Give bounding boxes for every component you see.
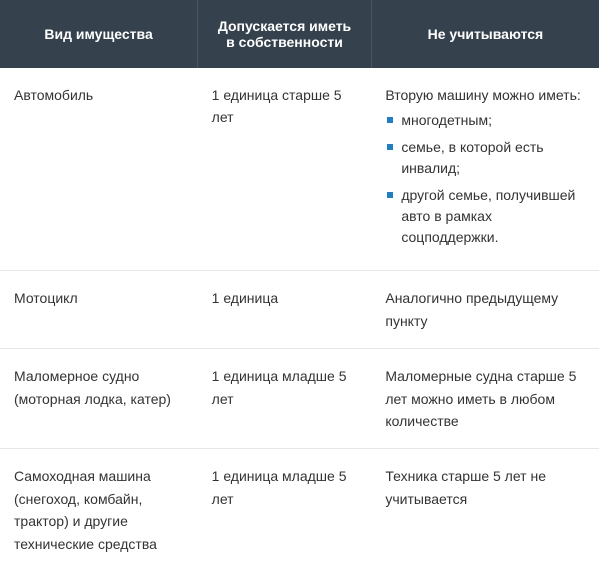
list-item: семье, в которой есть инвалид; — [385, 137, 585, 179]
table-row: Самоходная машина (снегоход, комбайн, тр… — [0, 449, 599, 571]
list-item: многодетным; — [385, 110, 585, 131]
cell-excluded: Вторую машину можно иметь: многодетным; … — [371, 68, 599, 271]
table-row: Мотоцикл 1 единица Аналогично предыдущем… — [0, 271, 599, 349]
col-header-allowed: Допускается иметь в собственности — [198, 0, 372, 68]
table-header-row: Вид имущества Допускается иметь в собств… — [0, 0, 599, 68]
cell-type: Мотоцикл — [0, 271, 198, 349]
cell-type: Автомобиль — [0, 68, 198, 271]
cell-type: Маломерное судно (моторная лодка, катер) — [0, 349, 198, 449]
cell-allowed: 1 единица младше 5 лет — [198, 449, 372, 571]
table-row: Автомобиль 1 единица старше 5 лет Вторую… — [0, 68, 599, 271]
table-row: Маломерное судно (моторная лодка, катер)… — [0, 349, 599, 449]
cell-excluded: Маломерные судна старше 5 лет можно имет… — [371, 349, 599, 449]
cell-type: Самоходная машина (снегоход, комбайн, тр… — [0, 449, 198, 571]
col-header-type: Вид имущества — [0, 0, 198, 68]
cell-excluded: Аналогично предыдущему пункту — [371, 271, 599, 349]
col-header-excluded: Не учитываются — [371, 0, 599, 68]
list-item: другой семье, получившей авто в рамках с… — [385, 185, 585, 248]
excluded-intro: Вторую машину можно иметь: — [385, 84, 585, 106]
cell-excluded: Техника старше 5 лет не учитывается — [371, 449, 599, 571]
property-table: Вид имущества Допускается иметь в собств… — [0, 0, 599, 571]
cell-allowed: 1 единица младше 5 лет — [198, 349, 372, 449]
excluded-list: многодетным; семье, в которой есть инвал… — [385, 110, 585, 248]
cell-allowed: 1 единица — [198, 271, 372, 349]
cell-allowed: 1 единица старше 5 лет — [198, 68, 372, 271]
